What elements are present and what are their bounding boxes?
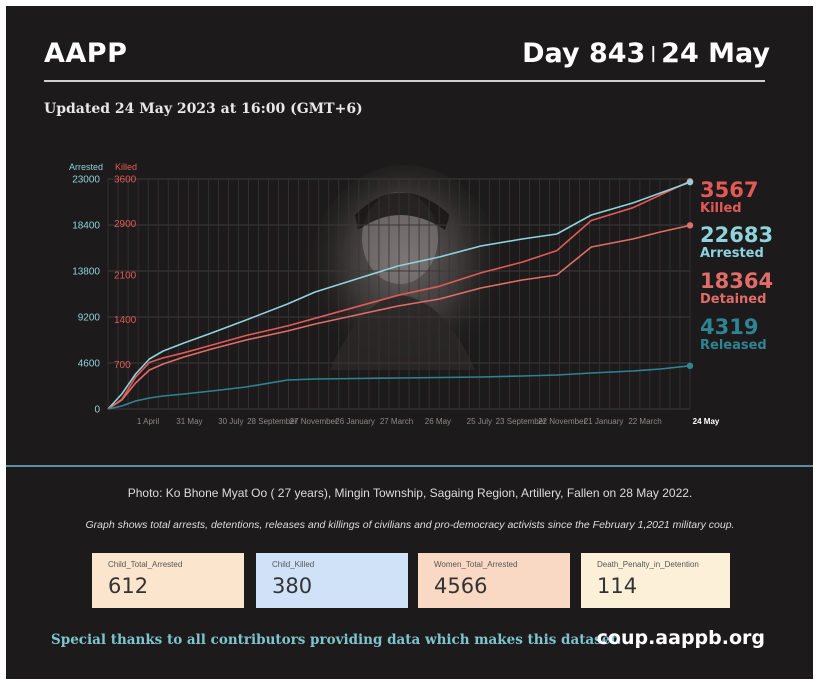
stat-card-death-penalty: Death_Penalty_in_Detention 114 [581, 553, 730, 608]
stat-card-child-total-arrested: Child_Total_Arrested 612 [92, 553, 244, 608]
y-tick-killed: 2900 [114, 219, 137, 230]
stat-card-child-killed: Child_Killed 380 [256, 553, 408, 608]
x-tick-label: 22 March [628, 417, 661, 426]
thanks-note: Special thanks to all contributors provi… [51, 632, 622, 648]
chart-series [107, 177, 694, 410]
org-title: AAPP [44, 38, 128, 69]
x-tick-label: 21 January [584, 417, 624, 426]
end-label-killed: Killed [700, 201, 742, 216]
header-rule [44, 80, 765, 82]
y-tick-killed: 1400 [114, 315, 137, 326]
y-axis-title-killed: Killed [115, 162, 137, 172]
x-tick-label: 30 July [218, 417, 243, 426]
x-tick-label: 23 September [496, 417, 547, 426]
y-tick-arrested: 9200 [78, 313, 101, 324]
x-tick-label: 31 May [176, 417, 202, 426]
end-value-arrested: 22683 [700, 223, 773, 247]
y-axis-title-arrested: Arrested [69, 162, 103, 172]
day-date-title: Day 843 | 24 May [522, 38, 770, 69]
graph-note: Graph shows total arrests, detentions, r… [85, 519, 735, 531]
end-value-killed: 3567 [700, 178, 758, 202]
chart-grid [107, 178, 691, 410]
y-tick-arrested: 13800 [72, 267, 100, 278]
cumulative-line-chart: Arrested Killed 23000 18400 13800 9200 4600 0 36… [69, 162, 773, 426]
y-axis-ticks: Arrested Killed 23000 18400 13800 9200 4600 0 36… [69, 162, 137, 416]
y-tick-killed: 700 [114, 360, 131, 371]
x-tick-label: 24 May [693, 417, 720, 426]
y-tick-arrested: 18400 [72, 221, 100, 232]
end-value-detained: 18364 [700, 269, 773, 293]
end-label-detained: Detained [700, 292, 766, 307]
end-value-released: 4319 [700, 315, 758, 339]
x-tick-label: 26 January [335, 417, 375, 426]
stat-value: 114 [597, 574, 638, 598]
stat-label: Child_Total_Arrested [108, 560, 183, 569]
series-endpoint-arrested [686, 178, 694, 186]
series-line-detained [107, 224, 691, 410]
stat-value: 612 [108, 574, 149, 598]
updated-timestamp: Updated 24 May 2023 at 16:00 (GMT+6) [44, 101, 363, 117]
x-tick-label: 1 April [137, 417, 159, 426]
x-tick-label: 27 March [380, 417, 413, 426]
y-tick-arrested: 23000 [72, 175, 100, 186]
x-tick-label: 26 May [425, 417, 451, 426]
end-label-released: Released [700, 338, 767, 353]
title-date: 24 May [661, 38, 770, 69]
stat-label: Death_Penalty_in_Detention [597, 560, 699, 569]
title-separator: | [650, 43, 657, 62]
series-endpoint-released [686, 362, 694, 370]
stat-label: Child_Killed [272, 560, 315, 569]
x-tick-label: 22 November [538, 417, 586, 426]
stat-value: 380 [272, 574, 313, 598]
series-line-arrested [107, 181, 691, 410]
x-tick-label: 28 September [247, 417, 298, 426]
y-tick-arrested: 4600 [78, 359, 101, 370]
stat-label: Women_Total_Arrested [434, 560, 518, 569]
y-tick-arrested: 0 [94, 405, 100, 416]
x-tick-label: 27 November [290, 417, 338, 426]
end-label-arrested: Arrested [700, 246, 764, 261]
y-tick-killed: 3600 [114, 175, 137, 186]
day-counter: Day 843 [522, 38, 646, 69]
section-divider [6, 465, 813, 467]
stat-card-women-total-arrested: Women_Total_Arrested 4566 [418, 553, 570, 608]
photo-caption: Photo: Ko Bhone Myat Oo ( 27 years), Min… [127, 486, 693, 500]
y-tick-killed: 2100 [114, 270, 137, 281]
series-endpoint-detained [686, 222, 694, 229]
series-line-killed [107, 180, 691, 410]
stat-value: 4566 [434, 574, 488, 598]
series-line-released [107, 365, 691, 410]
site-link[interactable]: coup.aappb.org [596, 627, 765, 649]
x-tick-label: 25 July [467, 417, 492, 426]
